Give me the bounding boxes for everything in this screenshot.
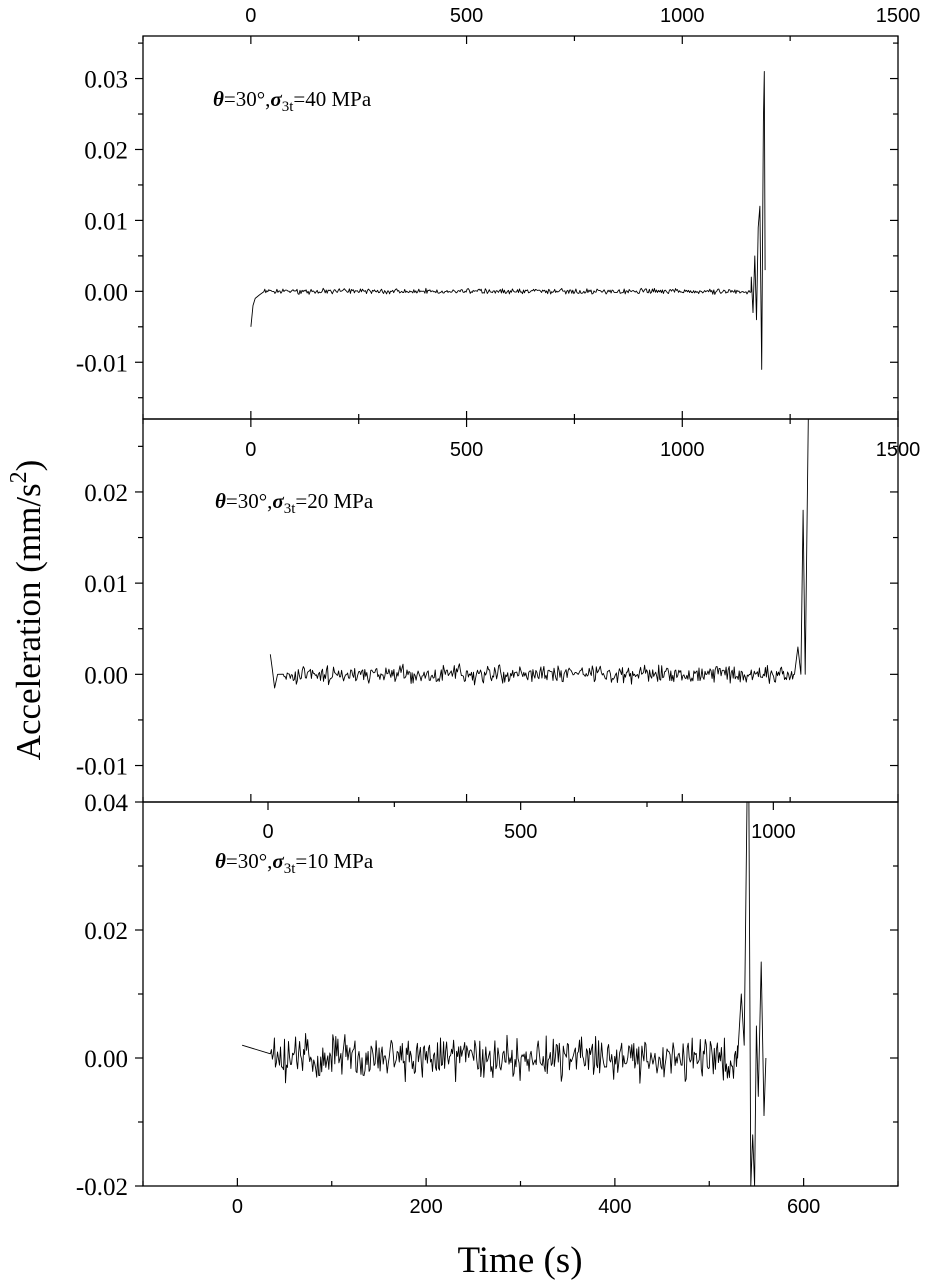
- panel-sigma-40: θ=30°,σ3t=40 MPa 0 500 1000 1500 -0.01 0.00 0.…: [76, 5, 920, 420]
- x-tick-label: 200: [409, 1196, 442, 1218]
- top-tick-label: 1500: [876, 439, 921, 461]
- top-tick-label: 500: [450, 5, 483, 27]
- y-tick-label: 0.01: [84, 208, 128, 235]
- y-tick-label: 0.02: [84, 480, 128, 507]
- y-tick-label: 0.00: [84, 279, 128, 306]
- y-tick-label: 0.01: [84, 571, 128, 598]
- top-tick-label: 500: [504, 821, 537, 843]
- top-tick-label: 1500: [876, 5, 921, 27]
- top-tick-label: 1000: [751, 821, 796, 843]
- axis-ticks: [135, 419, 899, 802]
- top-tick-label: 0: [262, 821, 273, 843]
- top-tick-label: 0: [245, 5, 256, 27]
- axis-ticks: [135, 36, 899, 419]
- y-tick-label: 0.00: [84, 1046, 128, 1073]
- y-tick-label: -0.01: [76, 754, 128, 781]
- panel-frame: [142, 418, 899, 803]
- top-tick-label: 500: [450, 439, 483, 461]
- panel-annotation: θ=30°,σ3t=40 MPa: [213, 87, 372, 115]
- panel-annotation: θ=30°,σ3t=20 MPa: [215, 489, 374, 517]
- y-axis-label: Acceleration (mm/s2): [6, 460, 48, 761]
- tick-labels: 0 500 1000 0 200 400 600 -0.02 0.00 0.02 0.04: [76, 790, 820, 1218]
- y-tick-label: 0.03: [84, 67, 128, 94]
- panel-annotation: θ=30°,σ3t=10 MPa: [215, 849, 374, 877]
- y-tick-label: -0.01: [76, 350, 128, 377]
- acceleration-trace: [241, 801, 767, 1187]
- x-tick-label: 600: [787, 1196, 820, 1218]
- y-tick-label: -0.02: [76, 1174, 128, 1201]
- tick-labels: 0 500 1000 1500 -0.01 0.00 0.01 0.02 0.03: [76, 5, 920, 377]
- x-axis-label: Time (s): [457, 1240, 582, 1281]
- tick-labels: 0 500 1000 1500 -0.01 0.00 0.01 0.02: [76, 439, 920, 781]
- top-tick-label: 0: [245, 439, 256, 461]
- acceleration-trace: [269, 418, 811, 689]
- y-tick-label: 0.02: [84, 137, 128, 164]
- y-tick-label: 0.00: [84, 662, 128, 689]
- panel-sigma-10: θ=30°,σ3t=10 MPa 0 500 1000 0 200 400 600 -0.02…: [76, 790, 899, 1218]
- acceleration-trace: [250, 71, 766, 370]
- x-tick-label: 0: [232, 1196, 243, 1218]
- panel-sigma-20: θ=30°,σ3t=20 MPa 0 500 1000 1500 -0.01 0.00 0.…: [76, 418, 920, 803]
- x-tick-label: 400: [598, 1196, 631, 1218]
- top-tick-label: 1000: [660, 439, 705, 461]
- top-tick-label: 1000: [660, 5, 705, 27]
- y-tick-label: 0.02: [84, 918, 128, 945]
- axis-ticks: [135, 801, 899, 1187]
- y-tick-label: 0.04: [84, 790, 128, 817]
